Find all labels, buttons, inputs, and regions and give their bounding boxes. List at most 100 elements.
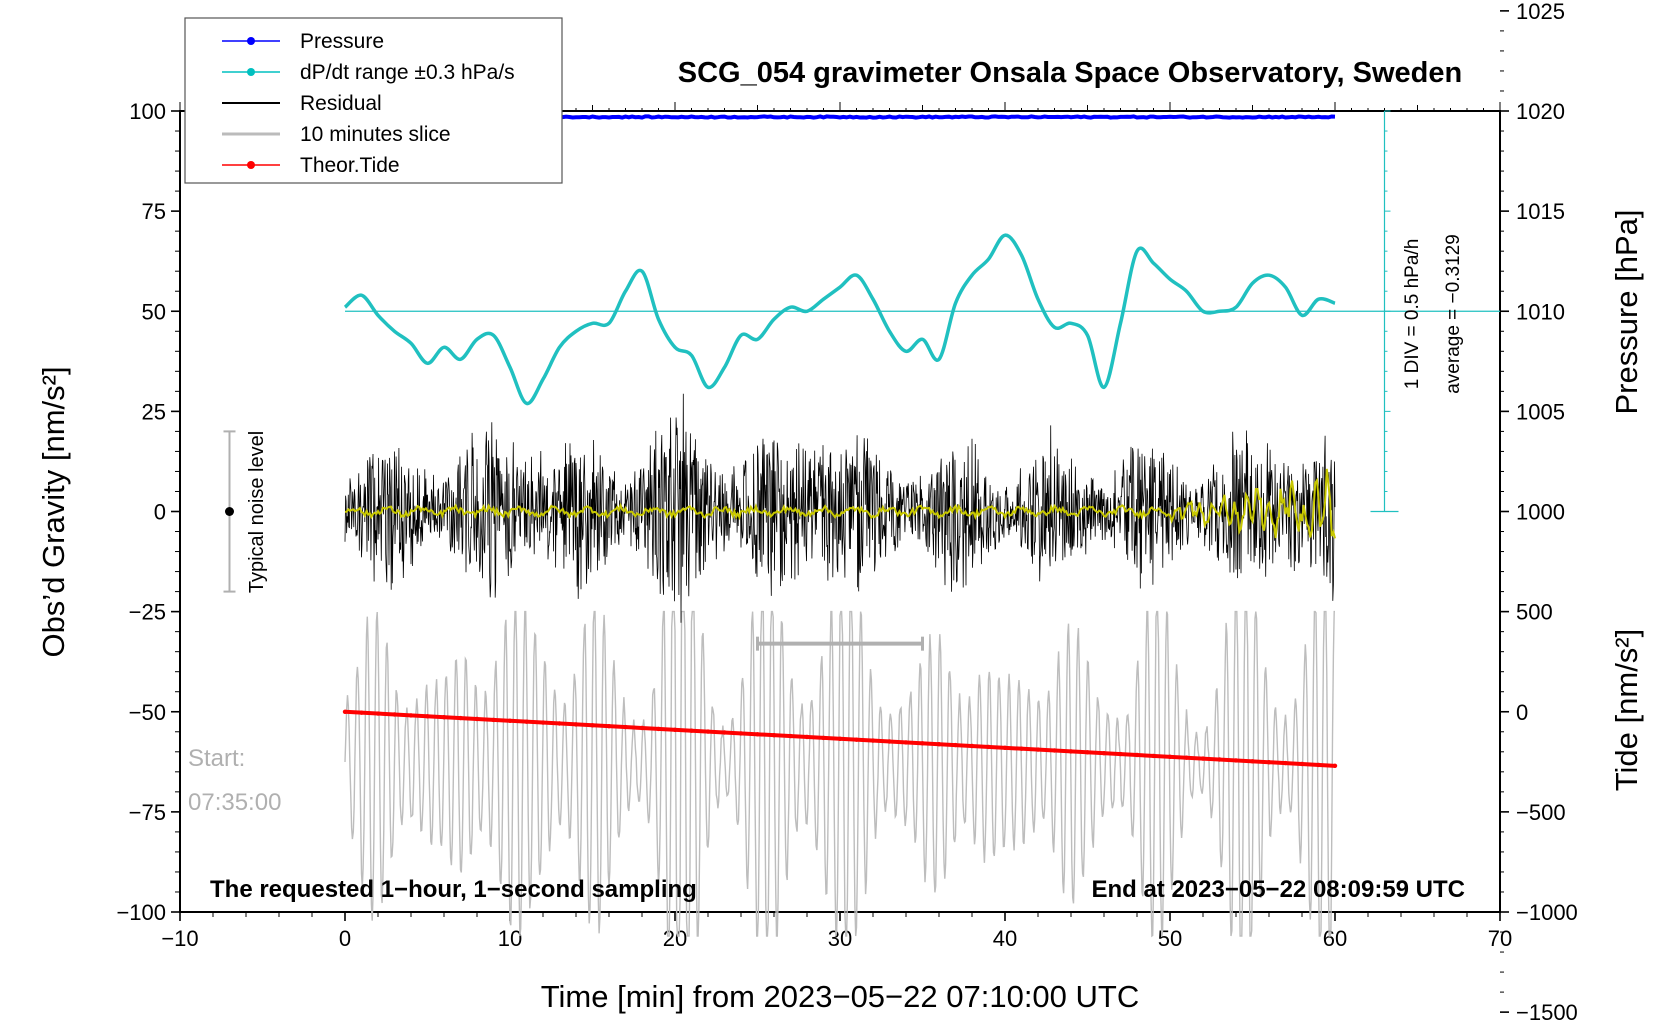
tide-point (557, 721, 562, 726)
tide-point (1233, 758, 1239, 763)
tide-point (672, 727, 678, 732)
tide-point (804, 734, 810, 740)
tide-point (705, 729, 711, 734)
tide-point (606, 724, 612, 729)
tide-point (1283, 760, 1288, 766)
tide-layer (342, 709, 1338, 768)
x-tick-label: 30 (828, 926, 852, 951)
x-tick-label: 20 (663, 926, 687, 951)
slice-series-line (344, 610, 1335, 938)
end-time-note: End at 2023−05−22 08:09:59 UTC (1091, 876, 1465, 903)
tide-point (507, 718, 513, 723)
x-tick-label: 0 (339, 926, 351, 951)
tide-point (771, 733, 777, 738)
tide-point (1299, 761, 1305, 767)
tide-point (936, 742, 942, 747)
tide-point (1068, 749, 1074, 754)
tide-point (969, 743, 975, 749)
legend-label-tide: Theor.Tide (300, 154, 400, 177)
sampling-note: The requested 1−hour, 1−second sampling (210, 876, 697, 903)
pressure-tick-label: 1010 (1516, 299, 1565, 324)
tide-point (1134, 752, 1140, 758)
y-axis-label-left: Obs’d Gravity [nm/s²] (36, 366, 71, 657)
tide-point (359, 710, 364, 715)
tide-point (788, 733, 793, 739)
y-tick-label: 100 (129, 99, 166, 124)
x-axis-ticks: −10 0 10 20 30 40 50 60 70 (161, 912, 1512, 951)
tide-axis: −1500 −1000 −500 0 500 1000 (1500, 500, 1578, 1020)
tide-point (1052, 748, 1057, 753)
tide-point (1266, 760, 1272, 765)
x-tick-label: 40 (993, 926, 1017, 951)
x-tick-label: 60 (1323, 926, 1347, 951)
tide-point (491, 717, 496, 723)
tide-point (540, 720, 546, 725)
legend-label-dpdt: dP/dt range ±0.3 hPa/s (300, 61, 515, 84)
y-tick-label: −100 (116, 900, 166, 925)
legend: Pressure dP/dt range ±0.3 hPa/s Residual… (184, 17, 563, 184)
tide-tick-label: 500 (1516, 600, 1553, 625)
legend-marker-tide (247, 161, 255, 169)
tide-tick-label: −1000 (1516, 900, 1578, 925)
noise-level-label: Typical noise level (246, 431, 268, 593)
tide-point (639, 725, 645, 731)
y-tick-label: 0 (154, 500, 166, 525)
legend-label-residual: Residual (300, 92, 382, 115)
tide-point (392, 712, 397, 717)
residual-series-line (344, 393, 1336, 623)
tide-point (1184, 755, 1189, 760)
tide-point (821, 735, 826, 741)
y-tick-label: −25 (129, 600, 166, 625)
tide-point (1002, 745, 1008, 750)
y-tick-label: 50 (142, 299, 166, 324)
tide-point (458, 715, 463, 721)
x-tick-label: −10 (161, 926, 198, 951)
pressure-note-average: average = −0.3129 (1443, 234, 1464, 394)
tide-point (738, 731, 744, 736)
tide-point (1316, 762, 1321, 768)
pressure-tick-label: 1005 (1516, 399, 1565, 424)
pressure-note-div: 1 DIV = 0.5 hPa/h (1402, 239, 1423, 390)
tide-point (920, 741, 925, 746)
tide-point (722, 730, 727, 735)
tide-point (590, 723, 595, 728)
tide-point (375, 711, 381, 716)
tide-point (1035, 747, 1041, 752)
y-axis-label-pressure: Pressure [hPa] (1609, 209, 1644, 414)
y-tick-label: 25 (142, 399, 166, 424)
pressure-tick-label: 1015 (1516, 199, 1565, 224)
legend-marker-dpdt (247, 68, 255, 76)
tide-point (854, 737, 859, 742)
tide-point (1019, 746, 1024, 751)
tide-point (870, 738, 876, 743)
tide-point (656, 726, 661, 732)
residual-average-line (344, 468, 1336, 539)
tide-point (623, 724, 628, 730)
x-tick-label: 70 (1488, 926, 1512, 951)
tide-point (953, 742, 958, 748)
tide-tick-label: −500 (1516, 800, 1566, 825)
tide-point (837, 736, 843, 741)
tide-tick-label: 0 (1516, 700, 1528, 725)
annotation-layer (223, 430, 924, 651)
legend-label-slice: 10 minutes slice (300, 123, 451, 146)
tide-point (408, 713, 414, 718)
tide-point (1151, 753, 1156, 759)
x-tick-label: 10 (498, 926, 522, 951)
chart-title: SCG_054 gravimeter Onsala Space Observat… (678, 57, 1462, 89)
y-axis-ticks: −100 −75 −50 −25 0 25 50 75 100 (116, 99, 180, 925)
dpdt-layer (343, 233, 1336, 406)
tide-point (1332, 763, 1338, 768)
tide-point (903, 740, 909, 745)
tide-point (986, 744, 991, 750)
tide-point (755, 732, 760, 737)
tide-point (1101, 751, 1107, 756)
tide-tick-label: −1500 (1516, 1000, 1578, 1020)
tide-point (887, 739, 892, 744)
tide-tick-label: 1000 (1516, 500, 1565, 525)
tide-point (1250, 759, 1255, 764)
start-time: 07:35:00 (188, 789, 281, 816)
y-tick-label: −50 (129, 700, 166, 725)
x-axis-label: Time [min] from 2023−05−22 07:10:00 UTC (541, 979, 1140, 1014)
noise-bar-center (225, 507, 234, 516)
